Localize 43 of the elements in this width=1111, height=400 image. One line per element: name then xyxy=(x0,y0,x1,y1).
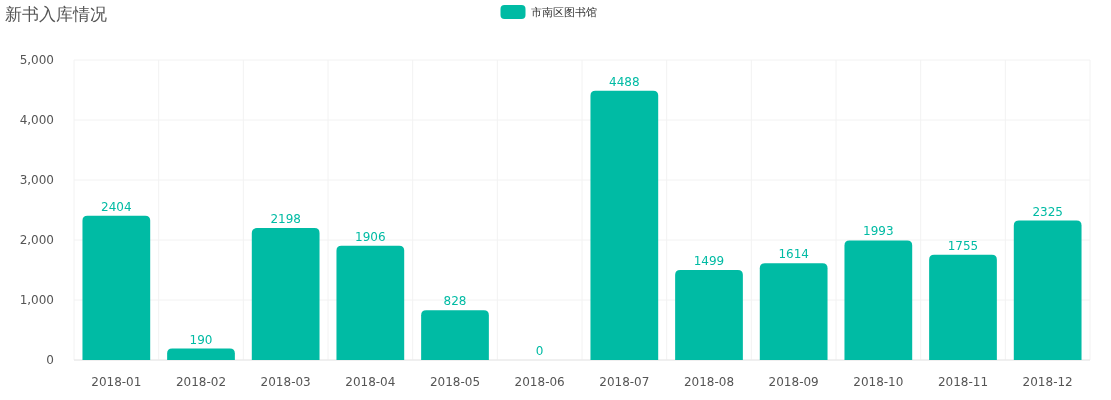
y-tick-label: 3,000 xyxy=(19,173,54,188)
data-label: 2404 xyxy=(101,199,132,214)
data-label: 2198 xyxy=(270,212,301,227)
data-label: 1993 xyxy=(863,224,894,239)
data-label: 1755 xyxy=(947,238,979,253)
x-tick-label: 2018-12 xyxy=(1022,375,1073,389)
y-tick-label: 5,000 xyxy=(19,53,54,68)
data-label: 1499 xyxy=(693,254,725,269)
y-tick-label: 0 xyxy=(46,353,54,368)
x-tick-label: 2018-09 xyxy=(768,375,819,389)
x-tick-label: 2018-04 xyxy=(345,375,396,389)
x-tick-label: 2018-03 xyxy=(260,375,311,389)
data-label: 1906 xyxy=(355,229,386,244)
data-label: 190 xyxy=(189,332,213,347)
x-tick-label: 2018-08 xyxy=(683,375,735,389)
bar xyxy=(167,348,235,360)
legend-label: 市南区图书馆 xyxy=(530,5,597,19)
y-tick-label: 2,000 xyxy=(19,233,54,248)
bar xyxy=(82,215,151,360)
data-label: 828 xyxy=(443,294,467,309)
chart-title: 新书入库情况 xyxy=(5,4,107,24)
data-label: 2325 xyxy=(1032,204,1063,219)
x-tick-label: 2018-05 xyxy=(429,375,481,389)
bar xyxy=(759,263,828,360)
bar xyxy=(929,254,997,360)
bar xyxy=(251,228,320,360)
data-label: 1614 xyxy=(778,247,809,262)
x-tick-label: 2018-11 xyxy=(937,375,989,389)
bar xyxy=(1013,220,1082,360)
data-label: 0 xyxy=(535,344,544,358)
bar xyxy=(844,240,913,360)
bar xyxy=(675,270,743,360)
x-tick-label: 2018-07 xyxy=(599,375,650,389)
bar xyxy=(421,310,489,360)
bar xyxy=(336,245,405,360)
x-tick-label: 2018-02 xyxy=(175,375,227,389)
x-tick-label: 2018-06 xyxy=(514,375,565,389)
x-tick-label: 2018-01 xyxy=(91,375,142,389)
y-tick-label: 1,000 xyxy=(19,293,54,308)
y-tick-label: 4,000 xyxy=(19,113,54,128)
bar xyxy=(590,90,659,360)
data-label: 4488 xyxy=(609,74,640,89)
x-tick-label: 2018-10 xyxy=(853,375,904,389)
